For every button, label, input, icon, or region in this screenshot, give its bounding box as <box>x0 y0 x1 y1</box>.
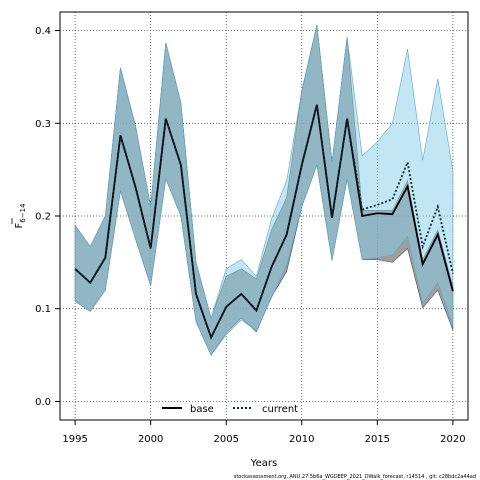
current-line <box>74 104 454 340</box>
svg-text:F6−14: F6−14 <box>14 203 27 229</box>
line-layer <box>74 104 454 340</box>
x-tick-label: 2000 <box>138 434 163 445</box>
footer-note: stockassessment.org, ANU.27.5b6a_WGDEEP_… <box>234 474 476 480</box>
y-axis-title-sub: 6−14 <box>19 203 27 223</box>
legend: base current <box>162 404 298 415</box>
x-tick-label: 2005 <box>213 434 238 445</box>
x-tick-label: 2010 <box>289 434 314 445</box>
plot-frame <box>59 11 469 421</box>
y-tick-label: 0.0 <box>35 397 51 408</box>
x-tick-label: 2015 <box>365 434 390 445</box>
x-axis-title: Years <box>250 458 277 469</box>
band-layer <box>74 24 454 356</box>
y-tick-label: 0.1 <box>35 304 51 315</box>
x-tick-label: 2020 <box>440 434 465 445</box>
grid-layer <box>60 12 468 420</box>
legend-label-base: base <box>190 404 214 415</box>
y-tick-label: 0.4 <box>35 26 51 37</box>
y-axis-title: F6−14 <box>11 203 27 229</box>
x-tick-label: 1995 <box>62 434 87 445</box>
axis-layer: 1995 2000 2005 2010 2015 2020 0.0 0.1 0.2 0.3 0.4 <box>35 26 466 445</box>
y-axis-title-main: F <box>14 223 25 229</box>
y-tick-label: 0.2 <box>35 212 51 223</box>
legend-label-current: current <box>262 404 298 415</box>
current-confidence-band <box>74 24 454 356</box>
y-tick-label: 0.3 <box>35 119 51 130</box>
